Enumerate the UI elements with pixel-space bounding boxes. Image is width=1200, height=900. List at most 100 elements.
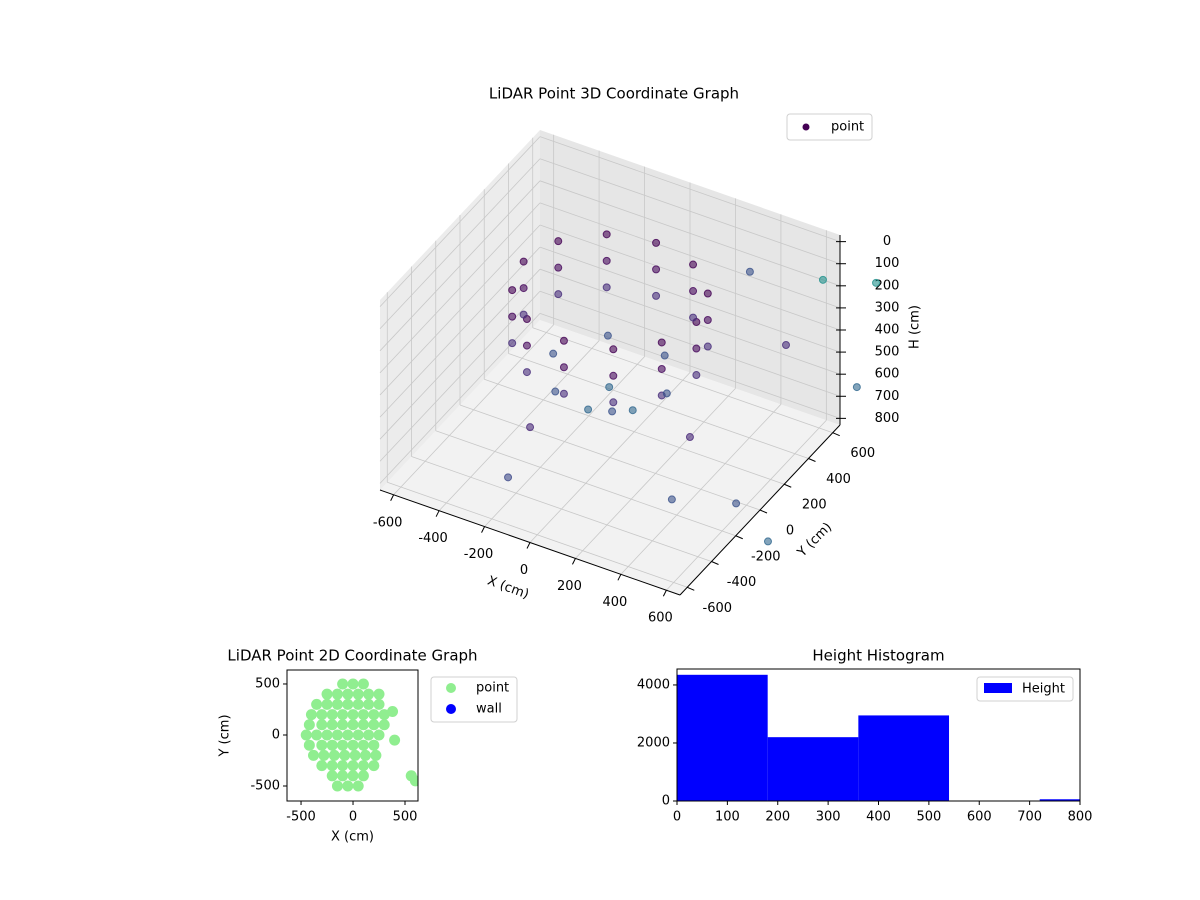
x-tick-label: 500 [393, 810, 418, 825]
x-tick-label: 0 [673, 810, 681, 825]
point [519, 310, 528, 319]
x-tick-label: -400 [418, 531, 448, 546]
point [689, 313, 698, 322]
grid-line [435, 430, 736, 537]
y-tick [759, 509, 768, 514]
y-tick [735, 535, 743, 540]
point [852, 383, 861, 392]
point [389, 734, 401, 746]
point [316, 739, 328, 751]
point [370, 749, 382, 761]
legend-label: point [831, 120, 864, 135]
x-tick [662, 590, 667, 597]
y-tick-label: -400 [727, 575, 757, 590]
chart-title: LiDAR Point 3D Coordinate Graph [489, 85, 739, 103]
point [347, 719, 359, 731]
grid-line [387, 481, 688, 588]
point [363, 698, 375, 710]
point [652, 291, 661, 300]
point [311, 698, 323, 710]
point [549, 349, 558, 358]
point [331, 698, 343, 710]
x-tick-label: 600 [648, 611, 673, 626]
point [352, 698, 364, 710]
legend-marker [446, 704, 456, 714]
point [331, 780, 343, 792]
point [605, 383, 614, 392]
point [303, 739, 315, 751]
y-tick-label: -600 [703, 601, 733, 616]
point [303, 719, 315, 731]
x-axis-line [379, 489, 681, 596]
point [732, 499, 741, 508]
z-axis-label: H (cm) [908, 305, 923, 349]
point [387, 706, 399, 718]
y-tick-label: 4000 [637, 677, 670, 692]
point [359, 749, 371, 761]
grid-line [539, 268, 841, 375]
point [347, 770, 359, 782]
point [373, 688, 385, 700]
point [685, 433, 694, 442]
bar [1039, 799, 1080, 801]
point [373, 729, 385, 741]
legend-box [786, 113, 873, 141]
y-tick [711, 561, 719, 565]
point [609, 398, 618, 407]
point [559, 363, 568, 372]
y-tick-label: 600 [850, 446, 875, 461]
bar [767, 737, 859, 801]
point [692, 371, 701, 380]
x-tick-label: -500 [286, 810, 316, 825]
point [508, 286, 517, 295]
point [337, 678, 349, 690]
x-tick-label: 0 [349, 810, 357, 825]
y-tick [832, 432, 840, 437]
grid-line [379, 202, 541, 374]
grid-line [539, 246, 841, 353]
z-tick-label: 0 [883, 234, 891, 249]
point [660, 351, 669, 360]
point [337, 760, 349, 772]
point [368, 719, 380, 731]
point [522, 341, 531, 350]
point [554, 290, 563, 299]
point [652, 265, 661, 274]
grid-line [379, 136, 541, 307]
grid-line [539, 136, 841, 243]
point [378, 719, 390, 731]
point [602, 283, 611, 292]
point [508, 339, 517, 348]
y-tick-label: 400 [826, 472, 851, 487]
legend-label: Height [1022, 682, 1065, 697]
point [337, 770, 349, 782]
point [602, 256, 611, 265]
point [321, 698, 333, 710]
x-tick-label: 400 [602, 595, 627, 610]
point [326, 739, 338, 751]
point [321, 688, 333, 700]
x-tick-label: 0 [520, 563, 528, 578]
x-tick [572, 558, 576, 565]
point [352, 688, 364, 700]
y-axis-label: Y (cm) [794, 520, 835, 561]
point [657, 364, 666, 373]
point [378, 709, 390, 721]
grid-line [484, 378, 785, 485]
x-tick-label: 200 [557, 579, 582, 594]
axes-frame [286, 669, 419, 802]
point [328, 749, 340, 761]
point [316, 719, 328, 731]
grid-line [379, 158, 541, 329]
point [326, 719, 338, 731]
legend-marker [446, 683, 456, 693]
grid-line [379, 224, 541, 396]
grid-line [539, 224, 841, 331]
point [357, 739, 369, 751]
point [554, 263, 563, 272]
point [652, 238, 661, 247]
grid-line [379, 180, 541, 352]
z-tick-label: 200 [875, 278, 900, 293]
grid-line [411, 456, 712, 562]
point [326, 709, 338, 721]
